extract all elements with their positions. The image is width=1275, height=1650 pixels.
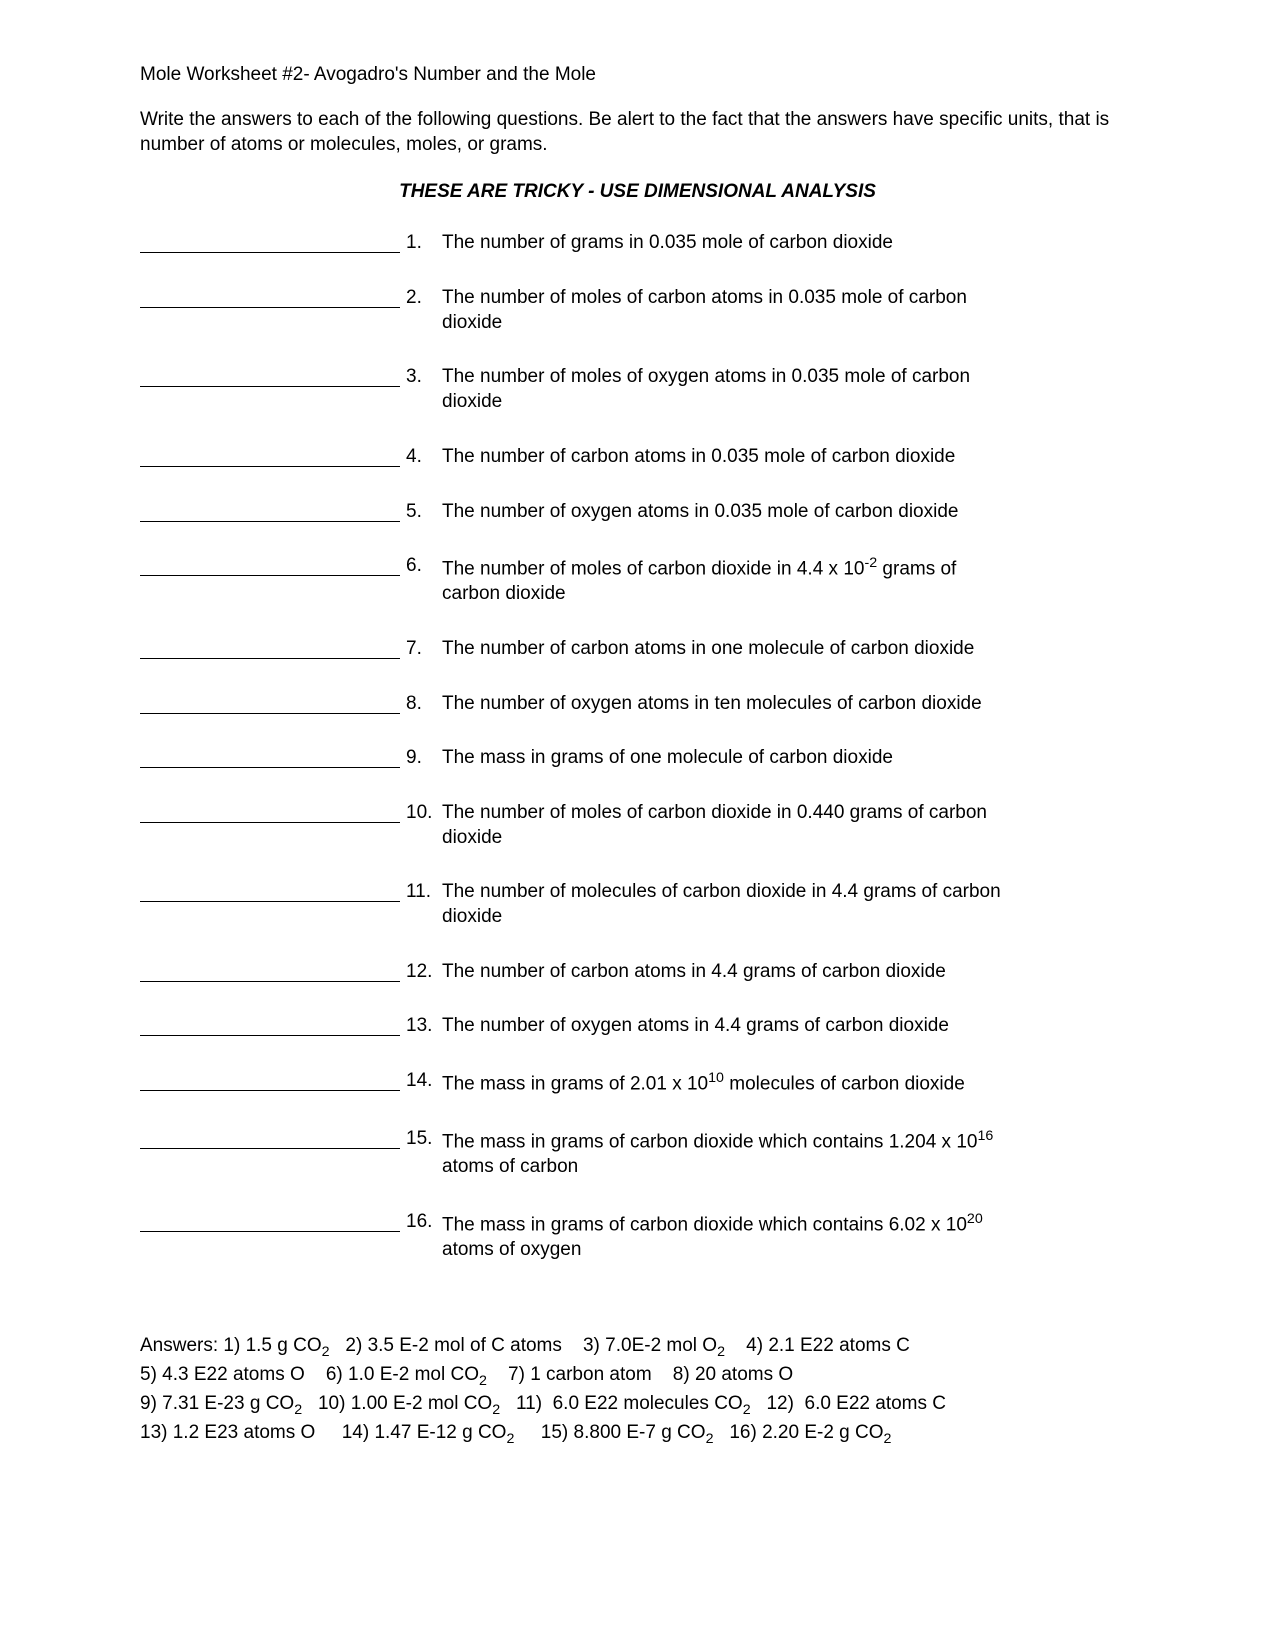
question-body: The number of carbon atoms in one molecu… <box>442 637 974 662</box>
question-text: 1.The number of grams in 0.035 mole of c… <box>406 231 893 256</box>
question-number: 9. <box>406 746 436 771</box>
question-text: 10.The number of moles of carbon dioxide… <box>406 801 1002 850</box>
answer-blank[interactable] <box>140 803 400 823</box>
answer-blank[interactable] <box>140 962 400 982</box>
question-text: 8.The number of oxygen atoms in ten mole… <box>406 692 982 717</box>
question-row: 7.The number of carbon atoms in one mole… <box>140 637 1135 662</box>
question-text: 12.The number of carbon atoms in 4.4 gra… <box>406 960 946 985</box>
question-number: 2. <box>406 286 436 335</box>
answer-blank[interactable] <box>140 1071 400 1091</box>
warning-text: THESE ARE TRICKY - USE DIMENSIONAL ANALY… <box>140 181 1135 203</box>
question-row: 9.The mass in grams of one molecule of c… <box>140 746 1135 771</box>
question-row: 14.The mass in grams of 2.01 x 1010 mole… <box>140 1069 1135 1097</box>
question-number: 10. <box>406 801 436 850</box>
question-body: The number of oxygen atoms in ten molecu… <box>442 692 982 717</box>
question-body: The number of carbon atoms in 4.4 grams … <box>442 960 946 985</box>
worksheet-title: Mole Worksheet #2- Avogadro's Number and… <box>140 64 1135 86</box>
question-body: The mass in grams of one molecule of car… <box>442 746 893 771</box>
answer-blank[interactable] <box>140 447 400 467</box>
answer-blank[interactable] <box>140 748 400 768</box>
question-text: 2.The number of moles of carbon atoms in… <box>406 286 1002 335</box>
answer-blank[interactable] <box>140 556 400 576</box>
question-number: 3. <box>406 365 436 414</box>
question-row: 11.The number of molecules of carbon dio… <box>140 880 1135 929</box>
question-text: 7.The number of carbon atoms in one mole… <box>406 637 974 662</box>
question-body: The mass in grams of carbon dioxide whic… <box>442 1210 1002 1263</box>
question-body: The number of oxygen atoms in 4.4 grams … <box>442 1014 949 1039</box>
question-body: The mass in grams of carbon dioxide whic… <box>442 1127 1002 1180</box>
question-text: 15.The mass in grams of carbon dioxide w… <box>406 1127 1002 1180</box>
question-body: The number of moles of oxygen atoms in 0… <box>442 365 1002 414</box>
question-row: 4.The number of carbon atoms in 0.035 mo… <box>140 445 1135 470</box>
answer-blank[interactable] <box>140 694 400 714</box>
answer-blank[interactable] <box>140 288 400 308</box>
question-number: 5. <box>406 500 436 525</box>
answers-block: Answers: 1) 1.5 g CO2 2) 3.5 E-2 mol of … <box>140 1333 1135 1449</box>
question-number: 4. <box>406 445 436 470</box>
instructions-text: Write the answers to each of the followi… <box>140 108 1135 157</box>
question-text: 11.The number of molecules of carbon dio… <box>406 880 1002 929</box>
question-row: 3.The number of moles of oxygen atoms in… <box>140 365 1135 414</box>
question-number: 13. <box>406 1014 436 1039</box>
question-text: 14.The mass in grams of 2.01 x 1010 mole… <box>406 1069 965 1097</box>
question-text: 16.The mass in grams of carbon dioxide w… <box>406 1210 1002 1263</box>
question-body: The number of moles of carbon dioxide in… <box>442 801 1002 850</box>
question-text: 6.The number of moles of carbon dioxide … <box>406 554 1002 607</box>
questions-list: 1.The number of grams in 0.035 mole of c… <box>140 231 1135 1292</box>
question-number: 14. <box>406 1069 436 1097</box>
question-number: 7. <box>406 637 436 662</box>
question-row: 12.The number of carbon atoms in 4.4 gra… <box>140 960 1135 985</box>
question-number: 1. <box>406 231 436 256</box>
question-row: 10.The number of moles of carbon dioxide… <box>140 801 1135 850</box>
question-number: 12. <box>406 960 436 985</box>
question-text: 5.The number of oxygen atoms in 0.035 mo… <box>406 500 958 525</box>
answer-blank[interactable] <box>140 882 400 902</box>
question-number: 15. <box>406 1127 436 1180</box>
question-body: The number of oxygen atoms in 0.035 mole… <box>442 500 958 525</box>
answer-blank[interactable] <box>140 1129 400 1149</box>
question-body: The number of grams in 0.035 mole of car… <box>442 231 893 256</box>
question-body: The number of carbon atoms in 0.035 mole… <box>442 445 955 470</box>
answer-blank[interactable] <box>140 639 400 659</box>
question-number: 8. <box>406 692 436 717</box>
question-body: The number of moles of carbon dioxide in… <box>442 554 1002 607</box>
question-text: 4.The number of carbon atoms in 0.035 mo… <box>406 445 955 470</box>
question-row: 16.The mass in grams of carbon dioxide w… <box>140 1210 1135 1263</box>
question-text: 9.The mass in grams of one molecule of c… <box>406 746 893 771</box>
question-number: 6. <box>406 554 436 607</box>
worksheet-page: Mole Worksheet #2- Avogadro's Number and… <box>0 0 1275 1650</box>
question-text: 13.The number of oxygen atoms in 4.4 gra… <box>406 1014 949 1039</box>
question-row: 13.The number of oxygen atoms in 4.4 gra… <box>140 1014 1135 1039</box>
question-row: 15.The mass in grams of carbon dioxide w… <box>140 1127 1135 1180</box>
answer-blank[interactable] <box>140 1016 400 1036</box>
answer-blank[interactable] <box>140 233 400 253</box>
question-number: 11. <box>406 880 436 929</box>
answer-blank[interactable] <box>140 1212 400 1232</box>
question-row: 5.The number of oxygen atoms in 0.035 mo… <box>140 500 1135 525</box>
question-text: 3.The number of moles of oxygen atoms in… <box>406 365 1002 414</box>
question-body: The number of molecules of carbon dioxid… <box>442 880 1002 929</box>
question-row: 1.The number of grams in 0.035 mole of c… <box>140 231 1135 256</box>
question-row: 6.The number of moles of carbon dioxide … <box>140 554 1135 607</box>
question-number: 16. <box>406 1210 436 1263</box>
question-body: The number of moles of carbon atoms in 0… <box>442 286 1002 335</box>
question-row: 8.The number of oxygen atoms in ten mole… <box>140 692 1135 717</box>
question-body: The mass in grams of 2.01 x 1010 molecul… <box>442 1069 965 1097</box>
question-row: 2.The number of moles of carbon atoms in… <box>140 286 1135 335</box>
answer-blank[interactable] <box>140 367 400 387</box>
answer-blank[interactable] <box>140 502 400 522</box>
